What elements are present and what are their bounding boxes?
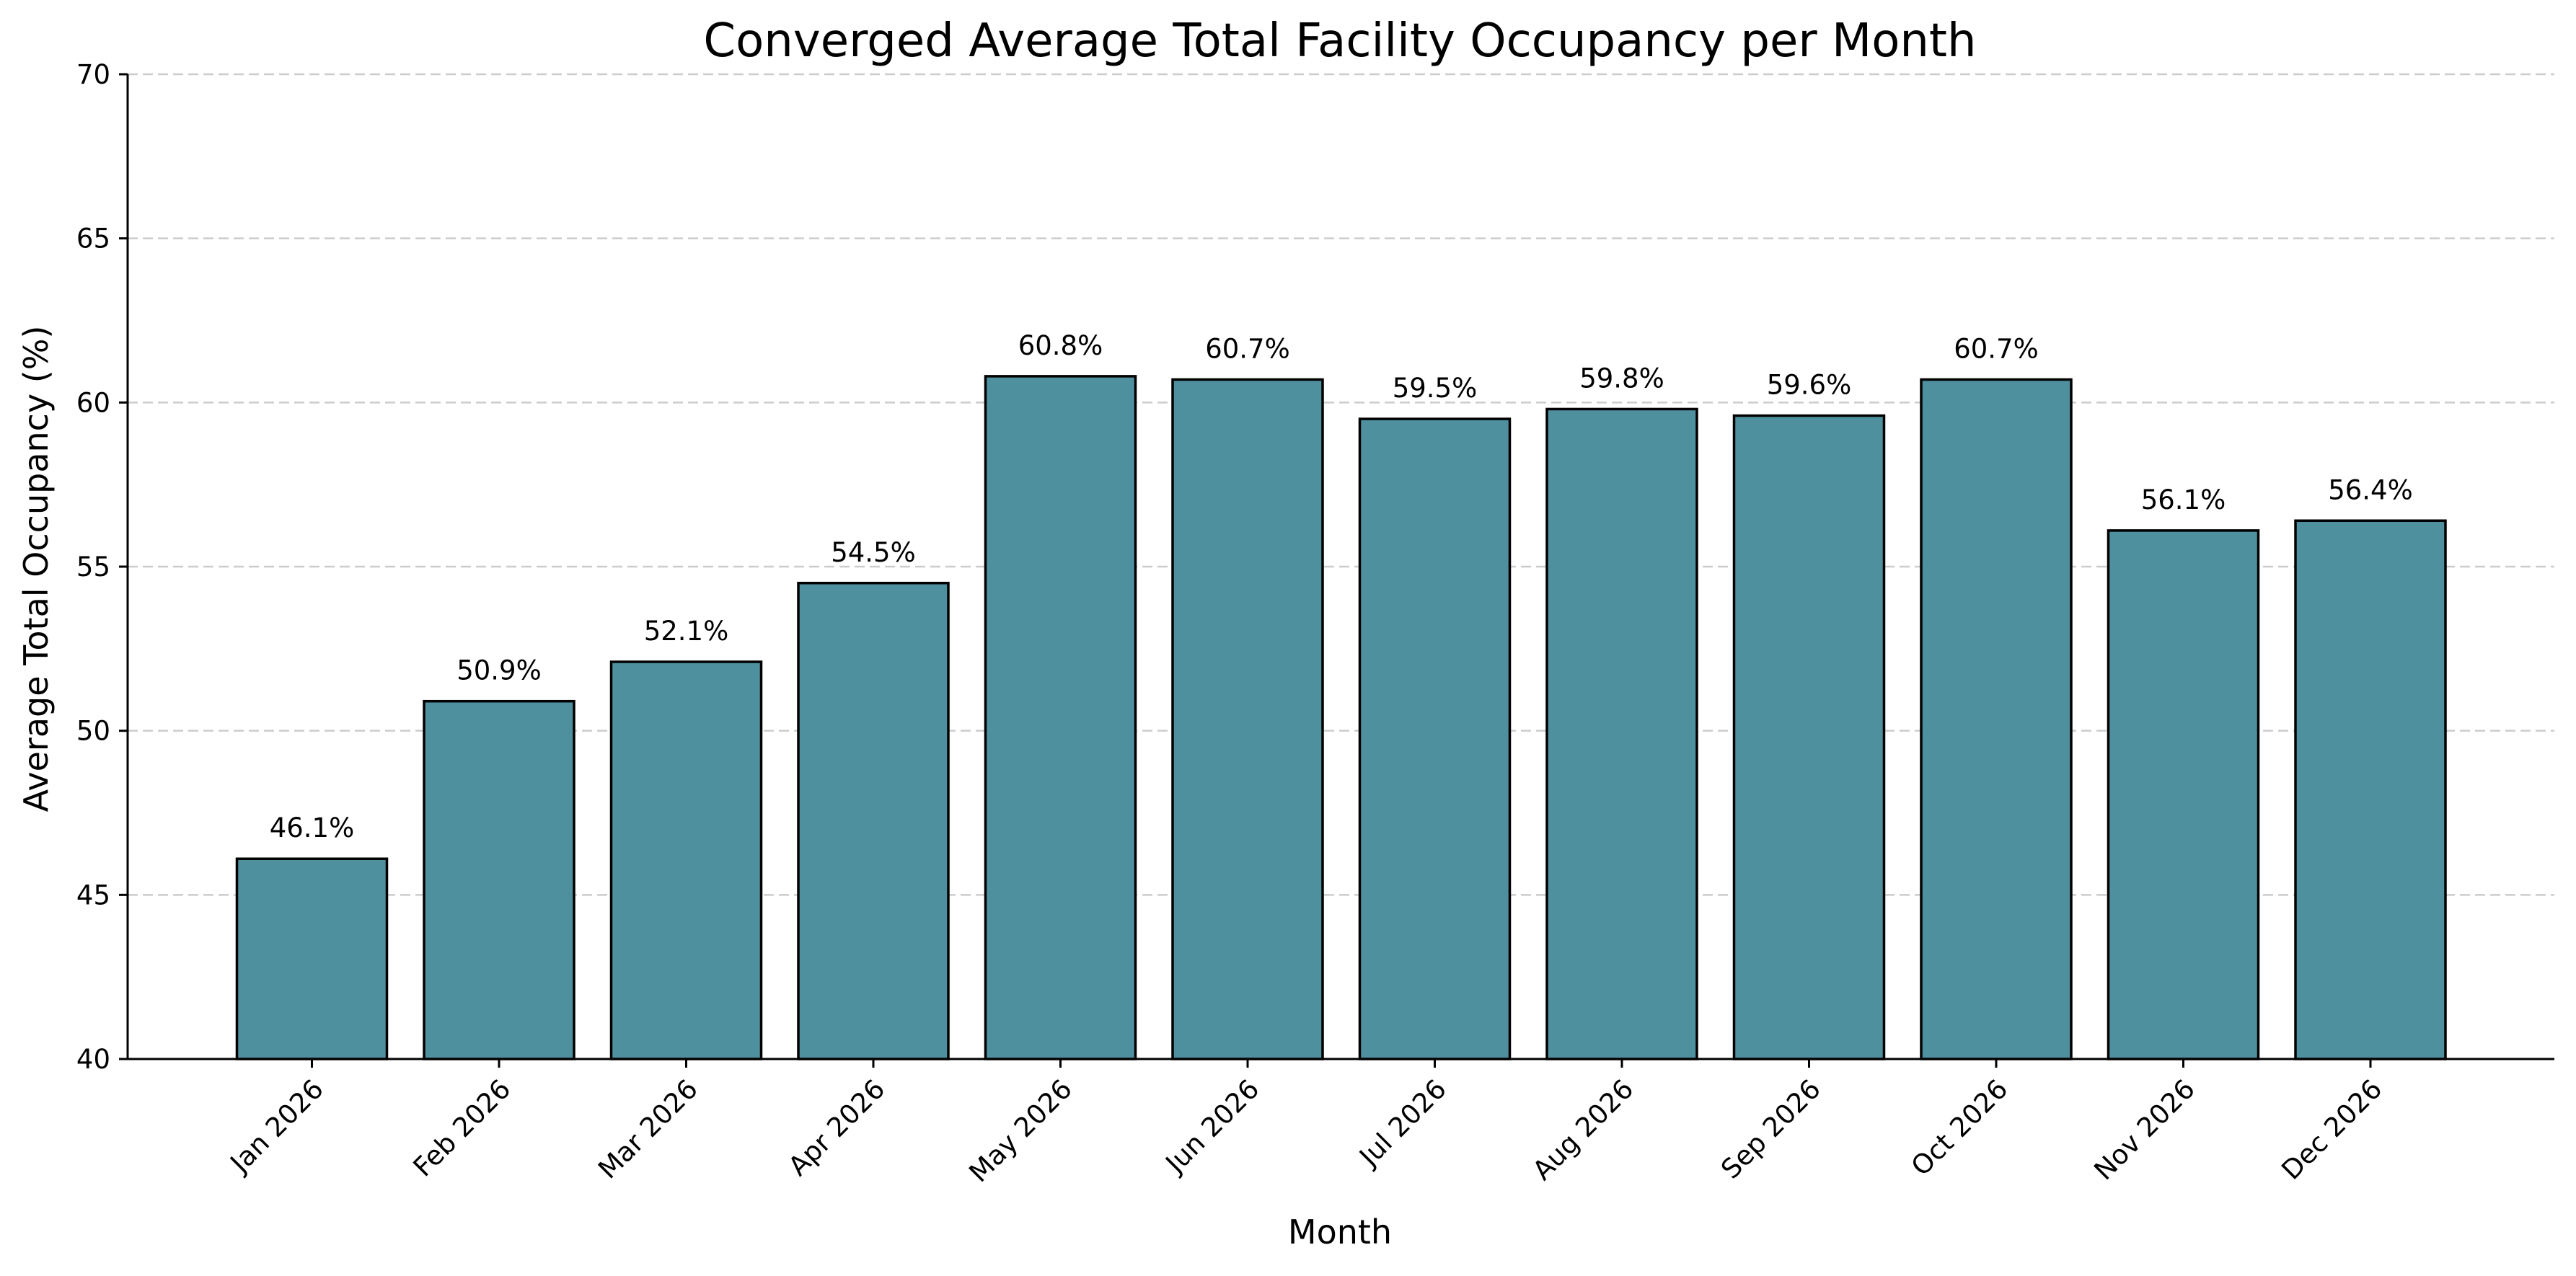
x-tick-label: May 2026 [963,1073,1077,1188]
bar-value-label: 52.1% [644,616,729,647]
bar [797,582,950,1060]
bar [609,660,763,1060]
bar-value-label: 60.8% [1018,330,1103,361]
y-tick-label: 55 [76,551,110,582]
bar [1171,378,1324,1060]
bar [1920,378,2073,1060]
bar [2294,519,2447,1060]
bar [1545,407,1698,1060]
y-tick-label: 50 [76,716,110,747]
x-axis-ticks: Jan 2026 Feb 2026 Mar 2026 Apr 2026 May 2026… [224,1059,2388,1188]
y-axis-label: Average Total Occupancy (%) [17,326,56,812]
x-tick-label: Nov 2026 [2088,1073,2200,1186]
data-labels: 46.1% 50.9% 52.1% 54.5% 60.8% 60.7% 59.5% 59.8%… [270,330,2413,843]
x-tick-label: Jan 2026 [224,1073,330,1179]
y-tick-label: 60 [76,387,110,418]
bar-value-label: 60.7% [1954,333,2039,364]
x-axis-label: Month [1288,1213,1392,1251]
x-tick-label: Aug 2026 [1527,1073,1639,1186]
bars [235,375,2447,1060]
bar [1358,417,1512,1060]
bar-value-label: 56.1% [2141,484,2226,515]
y-axis-ticks: 40 45 50 55 60 65 70 [76,59,128,1075]
bar-value-label: 46.1% [270,812,355,843]
bar-value-label: 59.5% [1393,373,1478,404]
bar [235,857,389,1060]
bar-value-label: 50.9% [456,655,542,686]
x-tick-label: Jun 2026 [1159,1073,1266,1180]
y-tick-label: 70 [76,59,110,90]
x-tick-label: Mar 2026 [592,1073,704,1185]
x-tick-label: Feb 2026 [407,1073,517,1183]
y-tick-label: 45 [76,880,110,911]
y-tick-label: 65 [76,223,110,254]
bar [2107,529,2260,1060]
bar-value-label: 56.4% [2328,474,2413,505]
chart-title: Converged Average Total Facility Occupan… [703,14,1976,68]
bar [1732,414,1886,1060]
bar [423,699,575,1060]
bar-value-label: 59.6% [1767,370,1852,401]
x-tick-label: Jul 2026 [1353,1073,1452,1173]
x-tick-label: Sep 2026 [1715,1073,1827,1185]
bar [984,375,1137,1060]
x-tick-label: Apr 2026 [782,1073,891,1182]
bar-value-label: 54.5% [831,537,916,568]
x-tick-label: Oct 2026 [1905,1073,2014,1182]
y-tick-label: 40 [76,1044,110,1075]
x-tick-label: Dec 2026 [2275,1073,2388,1186]
bar-value-label: 59.8% [1579,363,1664,394]
bar-value-label: 60.7% [1205,333,1290,364]
